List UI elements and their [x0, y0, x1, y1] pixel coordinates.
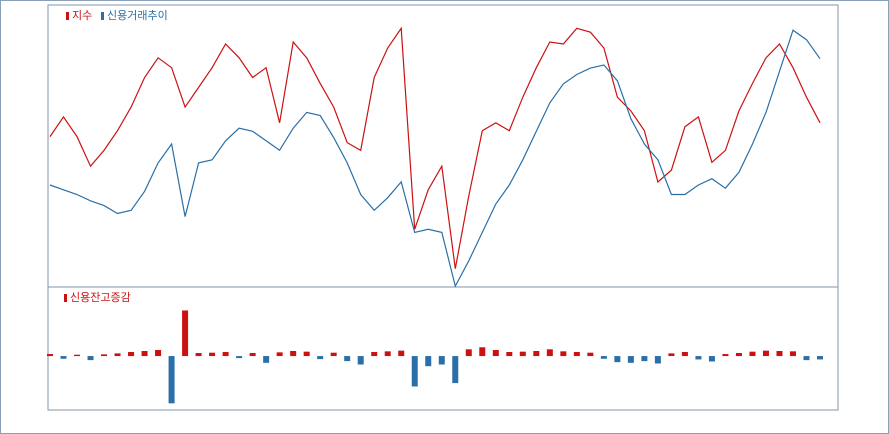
bar	[276, 352, 283, 357]
bar	[519, 351, 526, 357]
bar	[317, 356, 324, 360]
bar	[87, 356, 94, 361]
bar	[627, 356, 634, 363]
legend-swatch	[66, 12, 69, 20]
panel-title: 신용잔고증감	[70, 291, 131, 304]
bar	[47, 354, 53, 357]
bar	[735, 353, 742, 357]
bar	[654, 356, 661, 364]
legend-swatch	[101, 12, 104, 20]
bar	[614, 356, 621, 363]
bar	[344, 356, 351, 362]
bar	[290, 350, 297, 357]
bar	[817, 356, 823, 360]
bar	[236, 356, 243, 359]
legend-label: 신용거래추이	[107, 9, 168, 22]
bar	[479, 347, 486, 357]
bar	[506, 352, 513, 357]
bar	[155, 349, 162, 357]
plot-frame	[47, 4, 839, 411]
bar	[803, 356, 810, 361]
bar	[371, 352, 378, 357]
bar	[222, 352, 229, 357]
bar	[722, 354, 729, 357]
bar	[263, 356, 270, 363]
bar	[303, 351, 310, 357]
bar	[438, 356, 445, 365]
bar	[357, 356, 364, 365]
bar	[708, 356, 715, 362]
bar	[128, 352, 135, 357]
legend-label: 지수	[72, 9, 92, 22]
bar	[182, 310, 189, 357]
bar	[330, 352, 337, 357]
bar	[776, 350, 783, 357]
bar	[384, 351, 391, 357]
bar	[74, 354, 81, 357]
bar	[425, 356, 432, 367]
bar	[168, 356, 175, 404]
bar	[533, 350, 540, 357]
bar	[101, 354, 108, 357]
bar	[762, 350, 769, 357]
bar	[573, 352, 580, 357]
bar	[668, 353, 675, 357]
marks	[47, 26, 823, 404]
series-line	[49, 26, 821, 269]
bar	[249, 353, 256, 357]
bar	[60, 356, 67, 359]
bar	[209, 352, 216, 357]
bar	[789, 351, 796, 357]
bar	[195, 353, 202, 357]
bar	[141, 350, 148, 357]
bar	[695, 356, 702, 360]
bar	[411, 356, 418, 387]
series-line	[49, 29, 821, 288]
bar	[452, 356, 459, 384]
bar	[600, 356, 607, 359]
bar	[492, 349, 499, 357]
bar	[749, 351, 756, 357]
bar	[560, 351, 567, 357]
bar	[398, 350, 405, 357]
bar	[641, 356, 648, 362]
bar	[114, 353, 121, 357]
bar	[681, 352, 688, 357]
bar	[587, 352, 594, 357]
bar	[465, 349, 472, 357]
bar	[546, 349, 553, 357]
panel-swatch	[64, 294, 67, 302]
